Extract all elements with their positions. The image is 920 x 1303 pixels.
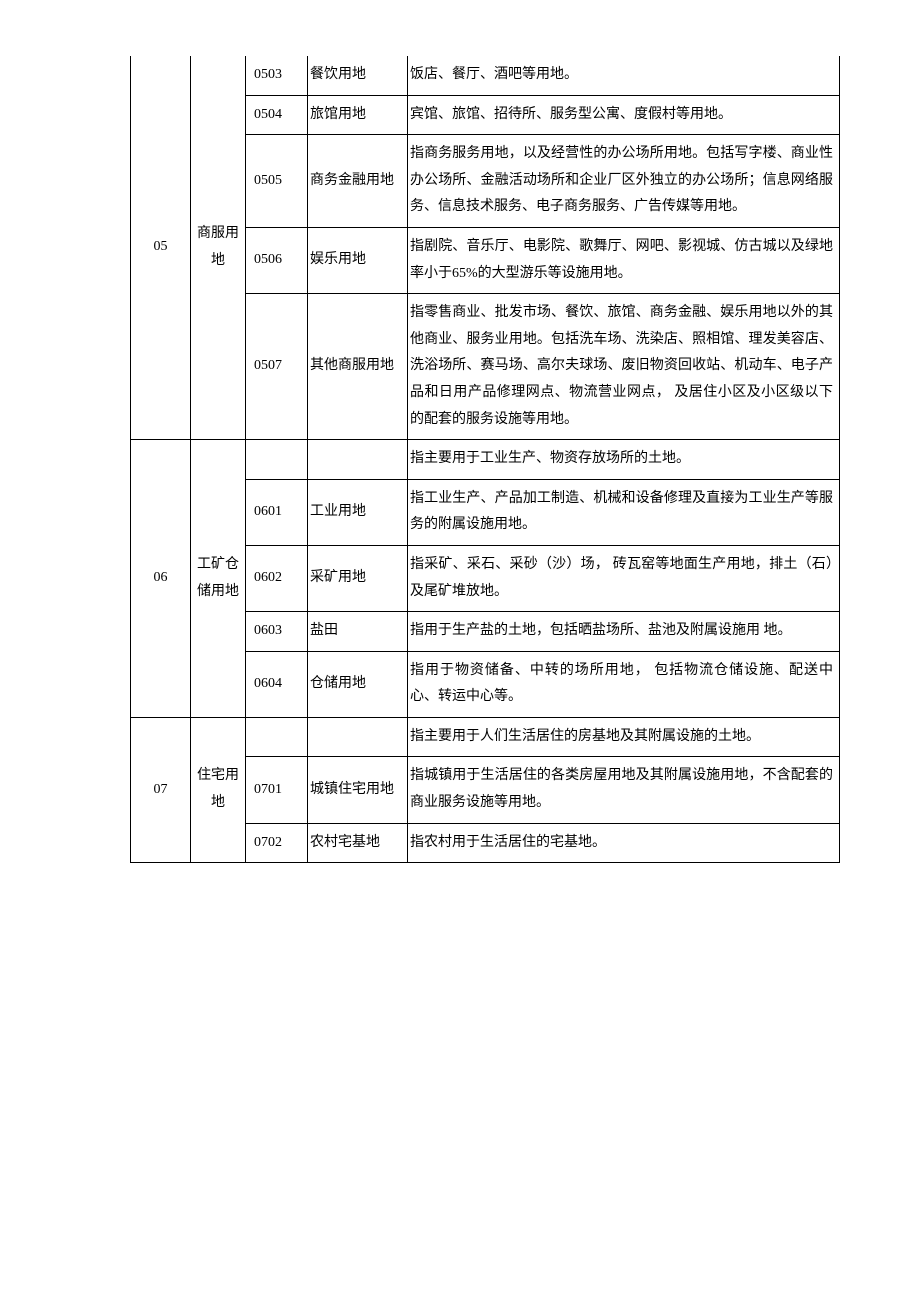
sub-name-empty bbox=[308, 717, 408, 757]
sub-desc: 指采矿、采石、采砂（沙）场， 砖瓦窑等地面生产用地，排土（石）及尾矿堆放地。 bbox=[408, 545, 840, 611]
sub-name: 采矿用地 bbox=[308, 545, 408, 611]
table-row: 07住宅用地指主要用于人们生活居住的房基地及其附属设施的土地。 bbox=[131, 717, 840, 757]
sub-code: 0503 bbox=[246, 56, 308, 95]
sub-desc: 饭店、餐厅、酒吧等用地。 bbox=[408, 56, 840, 95]
sub-name: 其他商服用地 bbox=[308, 294, 408, 440]
land-classification-table: 05商服用地0503餐饮用地饭店、餐厅、酒吧等用地。0504旅馆用地宾馆、旅馆、… bbox=[130, 56, 840, 863]
sub-desc: 指零售商业、批发市场、餐饮、旅馆、商务金融、娱乐用地以外的其他商业、服务业用地。… bbox=[408, 294, 840, 440]
sub-name: 旅馆用地 bbox=[308, 95, 408, 135]
table-row: 05商服用地0503餐饮用地饭店、餐厅、酒吧等用地。 bbox=[131, 56, 840, 95]
sub-name: 农村宅基地 bbox=[308, 823, 408, 863]
table-row: 06工矿仓储用地指主要用于工业生产、物资存放场所的土地。 bbox=[131, 440, 840, 480]
group-header-desc: 指主要用于人们生活居住的房基地及其附属设施的土地。 bbox=[408, 717, 840, 757]
sub-name: 仓储用地 bbox=[308, 651, 408, 717]
sub-desc: 指工业生产、产品加工制造、机械和设备修理及直接为工业生产等服务的附属设施用地。 bbox=[408, 479, 840, 545]
sub-name: 餐饮用地 bbox=[308, 56, 408, 95]
sub-desc: 指农村用于生活居住的宅基地。 bbox=[408, 823, 840, 863]
sub-code: 0504 bbox=[246, 95, 308, 135]
group-code: 05 bbox=[131, 56, 191, 440]
sub-name: 娱乐用地 bbox=[308, 227, 408, 293]
sub-code: 0603 bbox=[246, 612, 308, 652]
group-header-desc: 指主要用于工业生产、物资存放场所的土地。 bbox=[408, 440, 840, 480]
group-category: 住宅用地 bbox=[191, 717, 246, 862]
sub-name: 盐田 bbox=[308, 612, 408, 652]
sub-code: 0507 bbox=[246, 294, 308, 440]
sub-desc: 宾馆、旅馆、招待所、服务型公寓、度假村等用地。 bbox=[408, 95, 840, 135]
sub-name-empty bbox=[308, 440, 408, 480]
sub-code: 0505 bbox=[246, 135, 308, 228]
group-category: 商服用地 bbox=[191, 56, 246, 440]
sub-desc: 指用于生产盐的土地，包括晒盐场所、盐池及附属设施用 地。 bbox=[408, 612, 840, 652]
sub-code: 0602 bbox=[246, 545, 308, 611]
sub-code: 0506 bbox=[246, 227, 308, 293]
sub-code-empty bbox=[246, 717, 308, 757]
sub-desc: 指用于物资储备、中转的场所用地， 包括物流仓储设施、配送中心、转运中心等。 bbox=[408, 651, 840, 717]
group-code: 07 bbox=[131, 717, 191, 862]
sub-name: 城镇住宅用地 bbox=[308, 757, 408, 823]
group-code: 06 bbox=[131, 440, 191, 718]
sub-name: 商务金融用地 bbox=[308, 135, 408, 228]
sub-code-empty bbox=[246, 440, 308, 480]
sub-code: 0601 bbox=[246, 479, 308, 545]
sub-name: 工业用地 bbox=[308, 479, 408, 545]
sub-code: 0604 bbox=[246, 651, 308, 717]
sub-desc: 指商务服务用地，以及经营性的办公场所用地。包括写字楼、商业性办公场所、金融活动场… bbox=[408, 135, 840, 228]
group-category: 工矿仓储用地 bbox=[191, 440, 246, 718]
sub-desc: 指城镇用于生活居住的各类房屋用地及其附属设施用地，不含配套的商业服务设施等用地。 bbox=[408, 757, 840, 823]
sub-code: 0701 bbox=[246, 757, 308, 823]
sub-desc: 指剧院、音乐厅、电影院、歌舞厅、网吧、影视城、仿古城以及绿地率小于65%的大型游… bbox=[408, 227, 840, 293]
sub-code: 0702 bbox=[246, 823, 308, 863]
